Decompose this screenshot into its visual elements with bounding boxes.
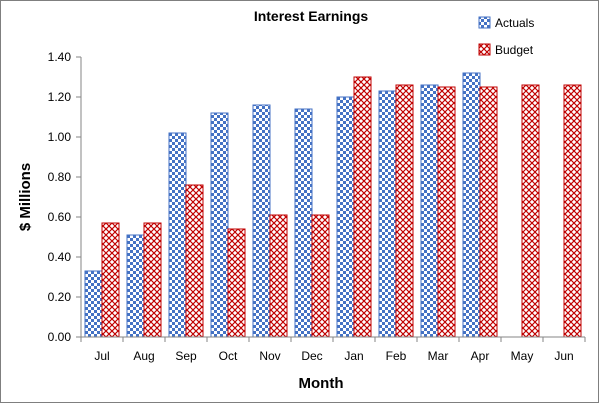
bar-actuals-sep — [168, 132, 187, 338]
x-tick-label: Apr — [471, 349, 490, 363]
x-axis-title: Month — [299, 375, 344, 392]
bar-budget-sep — [185, 184, 204, 338]
bars — [84, 72, 582, 338]
x-tick-label: Jan — [344, 349, 363, 363]
bar-budget-mar — [437, 86, 456, 338]
bar-actuals-oct — [210, 112, 229, 338]
y-tick-label: 0.80 — [48, 170, 72, 184]
x-tick-label: Oct — [219, 349, 238, 363]
bar-budget-jul — [101, 222, 120, 338]
x-tick-label: Aug — [133, 349, 154, 363]
bar-budget-may — [521, 84, 540, 338]
bar-actuals-jul — [84, 270, 103, 338]
x-tick-label: Dec — [301, 349, 322, 363]
x-tick-label: Feb — [386, 349, 407, 363]
bar-budget-apr — [479, 86, 498, 338]
y-tick-label: 0.00 — [48, 330, 72, 344]
y-tick-label: 1.00 — [48, 130, 72, 144]
bar-budget-jun — [563, 84, 582, 338]
x-tick-label: Nov — [259, 349, 280, 363]
y-axis-title: $ Millions — [17, 163, 34, 231]
bar-budget-aug — [143, 222, 162, 338]
bar-actuals-feb — [378, 90, 397, 338]
bar-budget-feb — [395, 84, 414, 338]
bar-budget-nov — [269, 214, 288, 338]
bar-budget-jan — [353, 76, 372, 338]
bar-actuals-aug — [126, 234, 145, 338]
x-axis-tick-labels: Jul Aug Sep Oct Nov Dec Jan Feb Mar Apr May Jun — [80, 337, 586, 363]
legend-swatch-actuals — [478, 16, 491, 29]
x-tick-label: Sep — [175, 349, 197, 363]
bar-actuals-nov — [252, 104, 271, 338]
bar-actuals-mar — [420, 84, 439, 338]
bar-budget-oct — [227, 228, 246, 338]
x-tick-label: May — [511, 349, 534, 363]
x-tick-label: Jun — [554, 349, 573, 363]
legend-label-actuals: Actuals — [495, 16, 534, 30]
x-tick-label: Jul — [94, 349, 109, 363]
legend-swatch-budget — [478, 43, 491, 56]
y-tick-label: 0.60 — [48, 210, 72, 224]
y-tick-label: 1.20 — [48, 90, 72, 104]
bar-actuals-jan — [336, 96, 355, 338]
y-tick-label: 0.40 — [48, 250, 72, 264]
legend-label-budget: Budget — [495, 43, 534, 57]
bar-budget-dec — [311, 214, 330, 338]
x-tick-label: Mar — [428, 349, 449, 363]
chart-title: Interest Earnings — [254, 8, 369, 24]
bar-actuals-apr — [462, 72, 481, 338]
bar-actuals-dec — [294, 108, 313, 338]
y-axis-tick-labels: 0.00 0.20 0.40 0.60 0.80 1.00 1.20 1.40 — [48, 50, 81, 344]
y-tick-label: 1.40 — [48, 50, 72, 64]
y-tick-label: 0.20 — [48, 290, 72, 304]
legend: Actuals Budget — [478, 16, 534, 57]
